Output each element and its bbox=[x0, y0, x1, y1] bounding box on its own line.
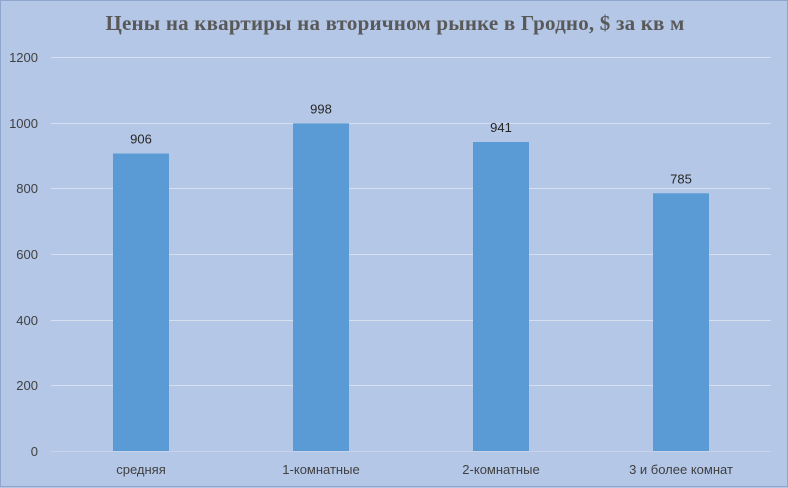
category-label-2: 1-комнатные bbox=[282, 462, 359, 477]
data-label-1: 906 bbox=[130, 132, 152, 147]
category-labels: средняя 1-комнатные 2-комнатные 3 и более к… bbox=[116, 462, 733, 477]
y-tick-label-200: 200 bbox=[16, 378, 38, 393]
category-label-3: 2-комнатные bbox=[462, 462, 539, 477]
bars bbox=[113, 123, 709, 451]
data-labels: 906 998 941 785 bbox=[130, 101, 692, 186]
y-tick-label-1200: 1200 bbox=[9, 50, 38, 65]
data-label-3: 941 bbox=[490, 120, 512, 135]
y-tick-label-400: 400 bbox=[16, 313, 38, 328]
gridlines bbox=[51, 57, 771, 452]
bar-4 bbox=[653, 193, 709, 451]
y-tick-label-0: 0 bbox=[31, 444, 38, 459]
bar-1 bbox=[113, 153, 169, 451]
y-axis-ticks: 0 200 400 600 800 1000 1200 bbox=[9, 50, 38, 459]
bar-3 bbox=[473, 142, 529, 451]
category-label-1: средняя bbox=[116, 462, 166, 477]
y-tick-label-800: 800 bbox=[16, 181, 38, 196]
y-tick-label-600: 600 bbox=[16, 247, 38, 262]
chart-title: Цены на квартиры на вторичном рынке в Гр… bbox=[105, 11, 685, 35]
data-label-2: 998 bbox=[310, 101, 332, 116]
data-label-4: 785 bbox=[670, 171, 692, 186]
category-label-4: 3 и более комнат bbox=[629, 462, 733, 477]
y-tick-label-1000: 1000 bbox=[9, 116, 38, 131]
bar-2 bbox=[293, 123, 349, 451]
